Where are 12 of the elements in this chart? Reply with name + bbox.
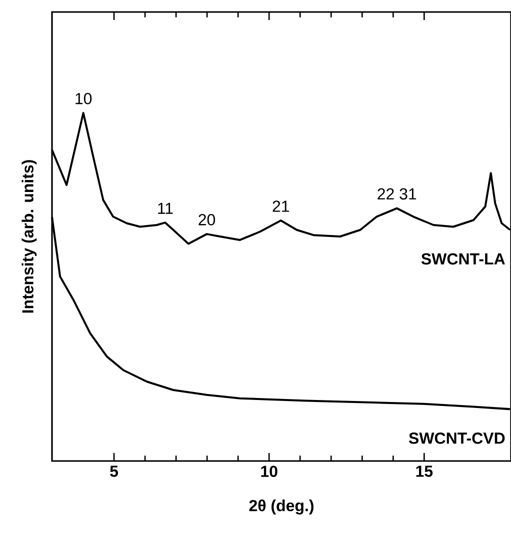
x-axis-title: 2θ (deg.) <box>249 500 314 515</box>
annotation: 10 <box>76 92 92 104</box>
x-tick-label: 5 <box>110 466 118 477</box>
annotation: 11 <box>158 202 173 214</box>
x-tick-label: 10 <box>261 466 278 478</box>
annotation: 21 <box>272 200 289 212</box>
annotation: 22 31 <box>378 188 416 200</box>
series-label: SWCNT-CVD <box>408 432 505 444</box>
y-axis-title: Intensity (arb. units) <box>22 160 37 313</box>
x-tick-label: 15 <box>416 466 433 477</box>
annotation: 20 <box>198 214 216 226</box>
series-label: SWCNT-LA <box>421 253 505 265</box>
